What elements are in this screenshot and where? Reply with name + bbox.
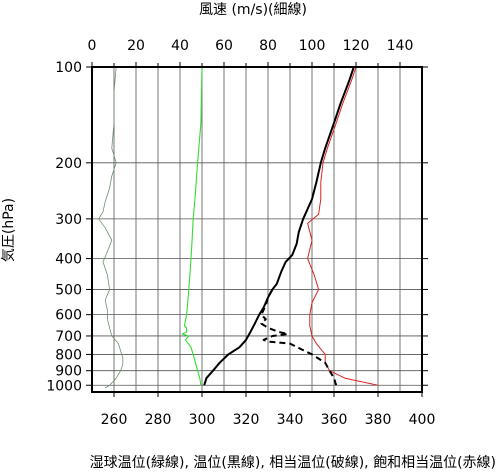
wind-tick-label: 80 xyxy=(259,38,277,54)
pressure-tick-label: 200 xyxy=(55,156,82,172)
plot-frame xyxy=(91,66,423,393)
pressure-tick-label: 800 xyxy=(55,347,82,363)
series-line-theta xyxy=(203,66,355,386)
temp-tick-label: 360 xyxy=(321,412,348,428)
series-line-theta-es xyxy=(307,66,379,386)
wind-tick-label: 60 xyxy=(215,38,233,54)
wind-tick-label: 120 xyxy=(343,38,370,54)
wind-tick-label: 20 xyxy=(127,38,145,54)
pressure-tick-label: 1000 xyxy=(46,378,82,394)
wind-tick-label: 140 xyxy=(387,38,414,54)
grid xyxy=(92,67,422,392)
series-line-wind xyxy=(98,66,124,389)
temp-tick-label: 380 xyxy=(365,412,392,428)
temp-tick-label: 320 xyxy=(233,412,260,428)
left-axis-title: 気圧(hPa) xyxy=(1,198,17,262)
temp-tick-label: 280 xyxy=(145,412,172,428)
pressure-tick-label: 900 xyxy=(55,364,82,380)
series-line-wet-bulb xyxy=(181,66,203,386)
pressure-tick-label: 700 xyxy=(55,329,82,345)
temp-tick-label: 300 xyxy=(189,412,216,428)
pressure-tick-label: 500 xyxy=(55,282,82,298)
pressure-tick-label: 100 xyxy=(55,60,82,76)
pressure-tick-label: 600 xyxy=(55,308,82,324)
temp-tick-label: 340 xyxy=(277,412,304,428)
temp-tick-label: 260 xyxy=(101,412,128,428)
series-group xyxy=(98,66,379,389)
wind-tick-label: 100 xyxy=(299,38,326,54)
wind-tick-label: 0 xyxy=(88,38,97,54)
tick-marks xyxy=(86,62,428,397)
tick-labels: 0 20 40 60 80 100 120 140 260 280 300 320 340 360 380 4… xyxy=(46,38,435,428)
pressure-tick-label: 300 xyxy=(55,212,82,228)
temp-tick-label: 400 xyxy=(409,412,436,428)
bottom-axis-title: 湿球温位(緑線), 温位(黒線), 相当温位(破線), 飽和相当温位(赤線) xyxy=(90,454,496,471)
series-line-theta-e xyxy=(260,289,338,386)
wind-tick-label: 40 xyxy=(171,38,189,54)
pressure-tick-label: 400 xyxy=(55,252,82,268)
top-axis-title: 風速 (m/s)(細線) xyxy=(199,2,307,18)
